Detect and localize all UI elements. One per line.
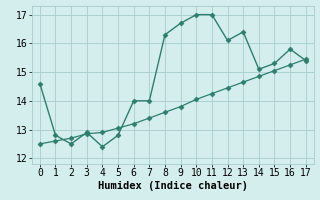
X-axis label: Humidex (Indice chaleur): Humidex (Indice chaleur) (98, 181, 248, 191)
